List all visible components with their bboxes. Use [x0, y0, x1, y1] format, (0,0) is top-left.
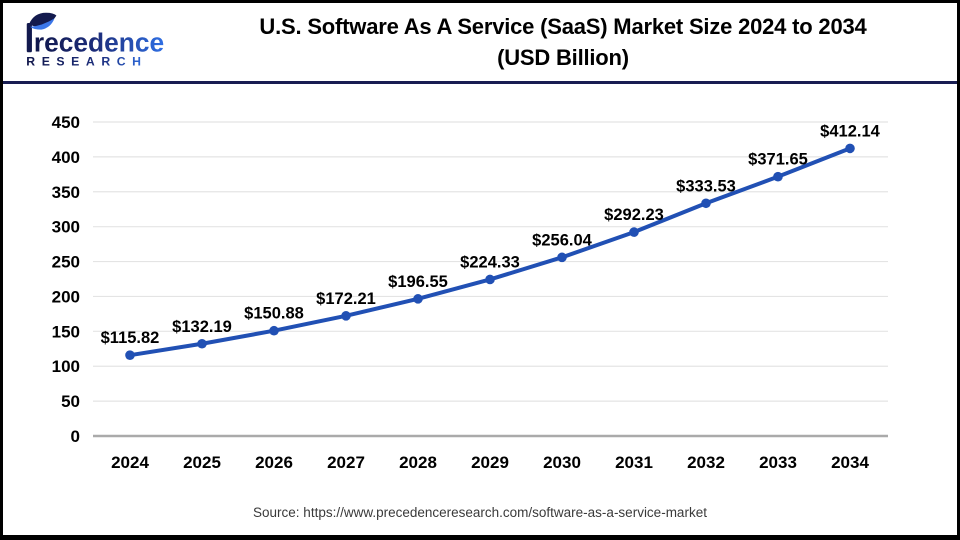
x-tick-label: 2027: [327, 453, 365, 472]
series-line: [128, 146, 852, 358]
x-tick-label: 2029: [471, 453, 509, 472]
x-tick-label: 2033: [759, 453, 797, 472]
data-point-label: $132.19: [172, 318, 232, 336]
data-point: [269, 325, 279, 336]
data-point: [197, 338, 207, 349]
data-point-label: $292.23: [604, 206, 664, 224]
line-chart-svg: 0 50 100 150 200 250 300 350 400 450 2024 2025 2026 2…: [52, 113, 888, 472]
data-point-label: $256.04: [532, 231, 592, 249]
y-tick-label: 400: [52, 148, 80, 167]
y-tick-label: 0: [71, 427, 80, 446]
data-point: [773, 171, 783, 182]
x-tick-label: 2032: [687, 453, 725, 472]
y-tick-label: 100: [52, 357, 80, 376]
logo-wordmark: recedence: [34, 27, 164, 57]
x-tick-label: 2026: [255, 453, 293, 472]
data-point-label: $224.33: [460, 253, 520, 271]
x-tick-label: 2034: [831, 453, 869, 472]
data-point-label: $115.82: [101, 329, 160, 347]
x-tick-label: 2028: [399, 453, 437, 472]
data-point: [125, 350, 135, 360]
y-tick-label: 350: [52, 183, 80, 202]
x-tick-label: 2025: [183, 453, 221, 472]
x-tick-label: 2030: [543, 453, 581, 472]
chart-area: 0 50 100 150 200 250 300 350 400 450 2024 2025 2026 2…: [3, 84, 957, 495]
data-point-label: $196.55: [388, 273, 448, 291]
y-tick-label: 50: [61, 392, 80, 411]
header: recedence RESEARCH U.S. Software As A Se…: [3, 3, 957, 81]
leaf-icon: [29, 12, 57, 27]
data-point: [413, 294, 423, 304]
brand-logo-graphic: recedence RESEARCH: [26, 12, 164, 68]
y-tick-label: 200: [52, 287, 80, 306]
data-point: [341, 311, 351, 321]
y-tick-label: 300: [52, 218, 80, 237]
chart-title: U.S. Software As A Service (SaaS) Market…: [193, 11, 957, 73]
logo-p-stem: [26, 22, 32, 52]
data-point: [485, 274, 495, 285]
leaf-accent-icon: [30, 17, 55, 30]
data-point: [629, 227, 639, 237]
data-point-label: $150.88: [244, 305, 304, 323]
logo-subtext: RESEARCH: [26, 54, 147, 68]
y-tick-label: 450: [52, 113, 80, 132]
chart-title-line-1: U.S. Software As A Service (SaaS) Market…: [259, 14, 867, 39]
y-tick-label: 150: [52, 322, 80, 341]
data-point: [557, 252, 567, 263]
data-point: [845, 143, 855, 154]
data-point-label: $333.53: [676, 177, 736, 195]
y-tick-label: 250: [52, 253, 80, 272]
data-point-label: $412.14: [820, 122, 880, 140]
source-text: Source: https://www.precedenceresearch.c…: [253, 505, 707, 520]
chart-title-line-2: (USD Billion): [497, 45, 629, 70]
header-divider: [3, 81, 957, 84]
data-point-label: $371.65: [748, 151, 808, 169]
x-tick-label: 2031: [615, 453, 653, 472]
brand-logo: recedence RESEARCH: [3, 10, 193, 75]
data-point: [701, 198, 711, 209]
x-tick-label: 2024: [111, 453, 149, 472]
data-point-label: $172.21: [316, 290, 376, 308]
